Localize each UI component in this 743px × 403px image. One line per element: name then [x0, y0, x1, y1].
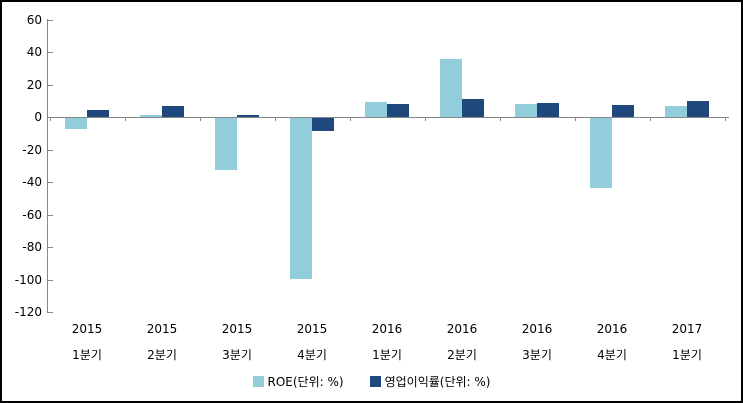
bar-operating-margin-5 [462, 99, 484, 117]
y-axis-tick-mark [47, 52, 53, 53]
y-axis-tick-mark [47, 84, 53, 86]
y-axis-tick-label: -20 [22, 142, 42, 157]
bar-roe-2 [215, 118, 237, 170]
bar-roe-1 [140, 114, 162, 117]
x-axis-tick-mark [274, 117, 276, 121]
bar-operating-margin-2 [237, 114, 259, 117]
bar-operating-margin-1 [162, 105, 184, 117]
bar-roe-5 [440, 58, 462, 117]
x-axis-category-label: 2016 2분기 [446, 322, 478, 362]
x-axis-category-label: 2015 4분기 [296, 322, 328, 362]
y-axis-tick-label: 0 [34, 110, 42, 124]
bar-roe-8 [665, 106, 687, 117]
bar-operating-margin-6 [537, 103, 559, 117]
y-axis-tick-label: 40 [26, 45, 42, 59]
x-axis-category-label: 2016 4분기 [596, 322, 628, 362]
x-axis-tick-mark [349, 117, 351, 121]
y-axis-tick-label: -120 [14, 305, 42, 319]
bar-roe-3 [290, 118, 312, 279]
x-axis-category-label: 2016 1분기 [371, 322, 403, 362]
bar-operating-margin-4 [387, 104, 409, 117]
x-axis-zero-line [47, 117, 729, 118]
legend-label-operating-margin: 영업이익률(단위: %) [384, 375, 491, 389]
y-axis-line [47, 19, 48, 313]
bar-roe-7 [590, 118, 612, 188]
y-axis-tick-mark [47, 149, 53, 151]
legend-label-roe: ROE(단위: %) [267, 375, 344, 389]
y-axis-tick-mark [47, 312, 53, 313]
x-axis-category-label: 2016 3분기 [521, 322, 553, 362]
x-axis-tick-mark [199, 117, 201, 121]
bar-roe-4 [365, 101, 387, 117]
y-axis-tick-mark [47, 214, 53, 216]
y-axis-tick-label: -40 [22, 175, 42, 189]
x-axis-tick-mark [574, 117, 576, 121]
bar-operating-margin-7 [612, 104, 634, 117]
y-axis-tick-mark [47, 182, 53, 183]
y-axis-tick-mark [47, 279, 53, 281]
bar-operating-margin-3 [312, 118, 334, 131]
legend-item-operating-margin: 영업이익률(단위: %) [369, 373, 491, 390]
x-axis-tick-mark [124, 117, 126, 121]
x-axis-category-label: 2017 1분기 [671, 322, 703, 362]
bar-operating-margin-0 [87, 109, 109, 117]
y-axis-tick-mark [47, 247, 53, 248]
x-axis-category-label: 2015 1분기 [71, 322, 103, 362]
x-axis-category-label: 2015 3분기 [221, 322, 253, 362]
bar-roe-0 [65, 118, 87, 129]
x-axis-tick-mark [499, 117, 501, 121]
x-axis-tick-mark [424, 117, 426, 121]
legend-item-roe: ROE(단위: %) [252, 373, 344, 390]
chart-legend: ROE(단위: %) 영업이익률(단위: %) [2, 373, 741, 390]
x-axis-tick-mark [649, 117, 651, 121]
y-axis-tick-label: -100 [14, 272, 42, 287]
operating-margin-series-swatch-icon [369, 376, 381, 387]
y-axis-tick-label: 60 [26, 12, 42, 27]
bar-operating-margin-8 [687, 100, 709, 117]
roe-series-swatch-icon [252, 376, 264, 387]
y-axis-tick-label: -80 [22, 240, 42, 254]
y-axis-tick-label: -60 [22, 207, 42, 222]
y-axis-tick-label: 20 [26, 77, 42, 92]
y-axis-tick-mark [47, 19, 53, 21]
x-axis-tick-mark [724, 117, 726, 121]
bar-roe-6 [515, 104, 537, 117]
x-axis-tick-mark [49, 117, 51, 121]
x-axis-category-label: 2015 2분기 [146, 322, 178, 362]
